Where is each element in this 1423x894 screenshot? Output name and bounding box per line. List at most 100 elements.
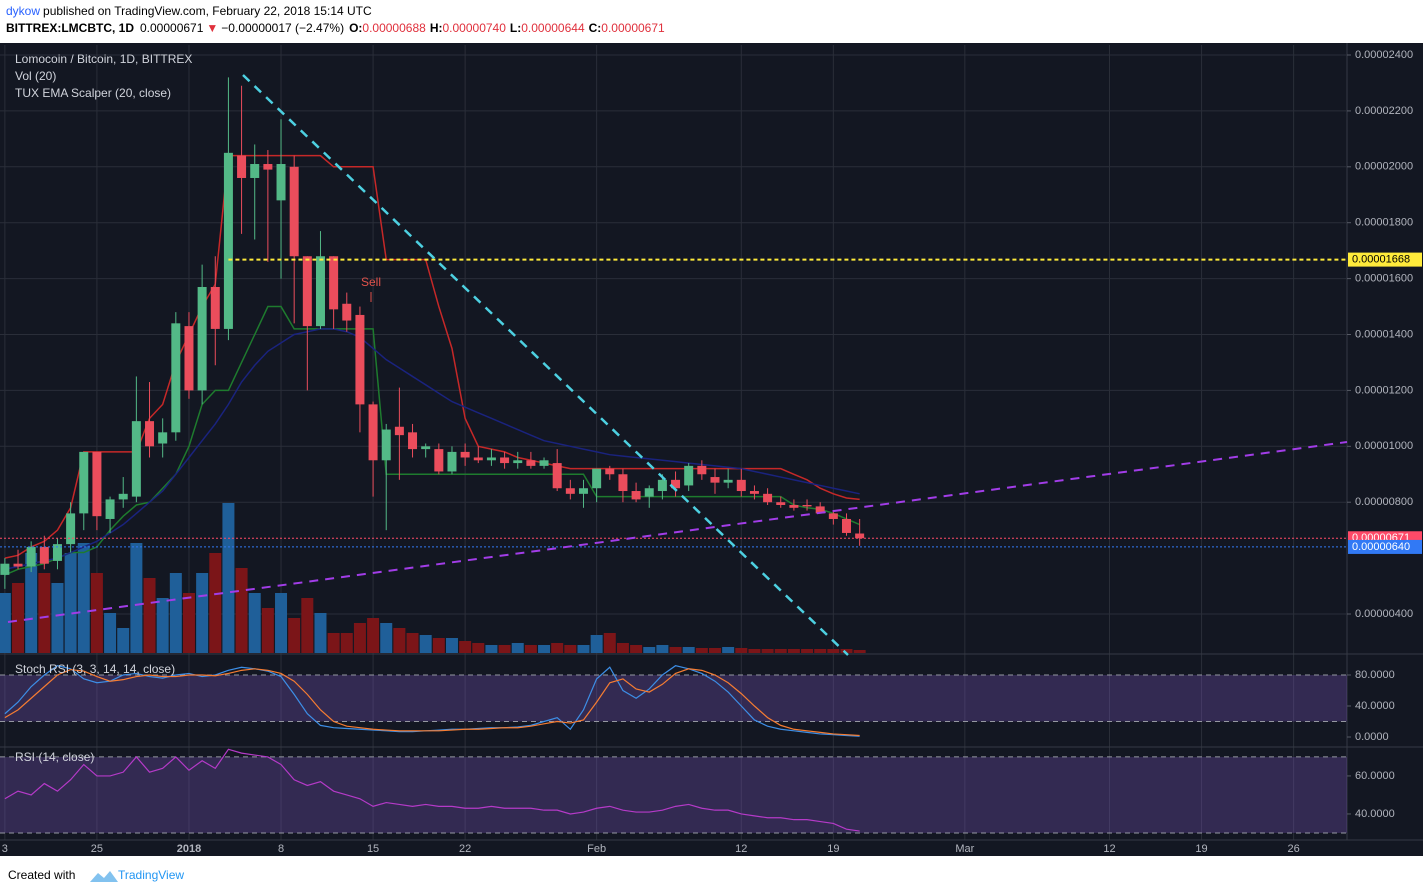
x-tick-label: 19 <box>1195 843 1207 855</box>
candle-body <box>0 563 10 575</box>
candle-body <box>618 474 628 492</box>
candle-body <box>408 432 418 450</box>
volume-bar <box>656 645 669 653</box>
volume-bar <box>275 593 288 653</box>
volume-bar <box>196 573 209 653</box>
band-fill <box>0 756 1347 833</box>
volume-bar <box>787 649 800 653</box>
volume-bar <box>564 645 577 653</box>
candle-body <box>578 488 588 494</box>
x-tick-label: 12 <box>735 843 747 855</box>
volume-bar <box>630 645 643 653</box>
candle-body <box>828 513 838 519</box>
y-tick-label: 0.00002400 <box>1355 49 1413 61</box>
candle-body <box>605 468 615 475</box>
volume-bar <box>77 543 90 653</box>
volume-bar <box>117 628 130 653</box>
c-label: C: <box>589 21 602 35</box>
indicator-line <box>4 748 860 832</box>
header-line: dykow published on TradingView.com, Febru… <box>6 4 372 18</box>
change-arrow: ▼ <box>206 21 218 35</box>
volume-bar <box>643 647 656 653</box>
volume-bar <box>722 647 735 653</box>
candle-body <box>763 493 773 503</box>
y-tick-label: 0.00001600 <box>1355 273 1413 285</box>
tradingview-logo[interactable] <box>90 871 118 882</box>
volume-bar <box>419 635 432 653</box>
candle-body <box>26 546 36 567</box>
plot-layer: 3 25 2018 8 15 22 Feb 12 19 Mar 12 19 26 0.00000400 0.… <box>0 43 1423 855</box>
candle-body <box>276 164 286 201</box>
y-tick-label: 0.00001000 <box>1355 440 1413 452</box>
candle-body <box>66 513 76 545</box>
symbol: BITTREX:LMCBTC, 1D <box>6 21 134 35</box>
candle-body <box>657 479 667 492</box>
legend-entry: TUX EMA Scalper (20, close) <box>15 86 171 100</box>
l-label: L: <box>510 21 521 35</box>
candle-body <box>671 479 681 489</box>
volume-bar <box>314 613 327 653</box>
h-label: H: <box>430 21 443 35</box>
candle-body <box>131 421 141 497</box>
y-tick-label: 0.00001800 <box>1355 217 1413 229</box>
y-tick-label: 60.0000 <box>1355 770 1395 782</box>
candle-body <box>513 460 523 464</box>
symbol-line: BITTREX:LMCBTC, 1D 0.00000671 ▼ −0.00000017… <box>6 21 665 35</box>
volume-bar <box>261 608 274 653</box>
trend-line <box>7 441 1348 623</box>
x-tick-label: 3 <box>2 843 8 855</box>
footer-brand[interactable]: TradingView <box>118 868 184 882</box>
volume-bar <box>498 645 511 653</box>
candle-body <box>342 303 352 321</box>
price-label: 0.00000640 <box>1352 541 1410 553</box>
o-label: O: <box>349 21 362 35</box>
volume-bar <box>445 638 458 653</box>
x-tick-label: 12 <box>1103 843 1115 855</box>
volume-bar <box>367 618 380 653</box>
x-tick-label: Mar <box>955 843 974 855</box>
candle-body <box>302 256 312 327</box>
candle-body <box>749 491 759 494</box>
trend-line <box>242 74 849 656</box>
candle-body <box>697 465 707 475</box>
band-fill <box>0 675 1347 722</box>
volume-bar <box>590 635 603 653</box>
volume-bar <box>12 583 25 653</box>
volume-bar <box>130 543 143 653</box>
volume-bar <box>169 573 182 653</box>
author[interactable]: dykow <box>6 4 40 18</box>
volume-bar <box>432 638 445 653</box>
candle-body <box>118 493 128 500</box>
candle-body <box>329 256 339 310</box>
candle-body <box>776 502 786 506</box>
x-tick-label: 2018 <box>177 843 201 855</box>
last-price: 0.00000671 <box>140 21 204 35</box>
volume-bar <box>380 623 393 653</box>
candle-body <box>710 477 720 483</box>
volume-bar <box>682 647 695 653</box>
candle-body <box>39 546 49 564</box>
volume-bar <box>406 633 419 653</box>
y-tick-label: 80.0000 <box>1355 669 1395 681</box>
candle-body <box>855 533 865 539</box>
x-tick-label: 25 <box>91 843 103 855</box>
candle-body <box>526 460 536 466</box>
y-tick-label: 0.00002000 <box>1355 161 1413 173</box>
volume-bar <box>524 645 537 653</box>
candle-body <box>631 491 641 500</box>
x-tick-label: Feb <box>587 843 606 855</box>
candle-body <box>315 256 325 327</box>
candle-body <box>789 505 799 508</box>
candle-body <box>644 488 654 497</box>
volume-bar <box>104 613 117 653</box>
candle-body <box>473 457 483 461</box>
volume-bar <box>393 628 406 653</box>
candle-body <box>486 457 496 461</box>
x-tick-label: 26 <box>1287 843 1299 855</box>
volume-bar <box>577 645 590 653</box>
chart-background <box>0 43 1423 856</box>
volume-bar <box>64 553 77 653</box>
candle-body <box>158 432 168 444</box>
